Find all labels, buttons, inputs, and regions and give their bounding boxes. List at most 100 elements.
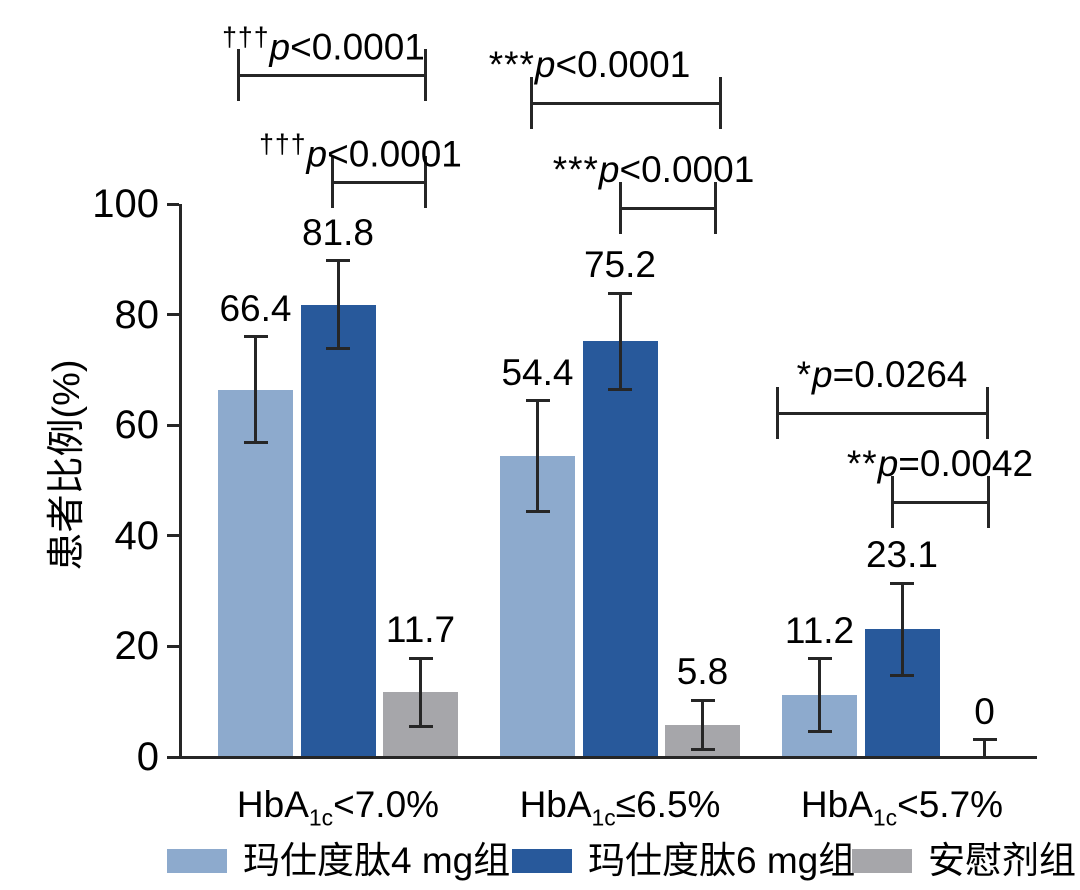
significance-bracket-cap xyxy=(718,77,722,129)
p-symbol: p xyxy=(598,149,620,190)
error-bar xyxy=(618,293,622,390)
error-bar xyxy=(900,583,904,676)
error-bar-cap-bottom xyxy=(608,387,632,391)
bar-玛仕度肽6 mg组-1 xyxy=(582,341,658,757)
error-bar-cap-top xyxy=(807,657,832,661)
value-label: 81.8 xyxy=(301,211,374,253)
y-tick xyxy=(167,534,179,538)
significance-bracket-cap xyxy=(985,387,989,439)
value-label: 0 xyxy=(974,690,995,732)
value-label: 23.1 xyxy=(865,534,938,576)
significance-marker: ††† xyxy=(222,22,270,52)
y-tick xyxy=(167,755,179,759)
significance-label: ***p<0.0001 xyxy=(488,44,691,85)
significance-bracket-cap xyxy=(986,476,990,528)
error-bar-cap-top xyxy=(972,738,997,742)
p-symbol: p xyxy=(812,354,833,395)
significance-bracket-cap xyxy=(423,49,427,101)
significance-label: †††p<0.0001 xyxy=(222,22,425,68)
significance-bracket xyxy=(332,180,425,184)
legend-swatch xyxy=(512,849,572,873)
significance-label: *p=0.0264 xyxy=(796,354,968,395)
significance-bracket-cap xyxy=(423,156,427,208)
p-symbol: p xyxy=(534,44,556,85)
error-bar-cap-bottom xyxy=(690,748,715,752)
legend-label: 玛仕度肽4 mg组 xyxy=(243,840,511,881)
value-label: 66.4 xyxy=(219,287,292,329)
legend-label: 玛仕度肽6 mg组 xyxy=(588,840,856,881)
x-category-subscript: 1c xyxy=(591,804,616,831)
error-bar xyxy=(983,739,986,757)
p-symbol: p xyxy=(306,133,328,175)
significance-bracket xyxy=(531,101,720,105)
value-label: 54.4 xyxy=(501,351,574,393)
significance-label: †††p<0.0001 xyxy=(259,129,462,175)
x-category-label: HbA1c<5.7% xyxy=(800,784,1004,831)
error-bar-cap-top xyxy=(890,581,914,585)
bar-玛仕度肽4 mg组-0 xyxy=(218,389,293,757)
y-tick-label: 80 xyxy=(114,292,160,337)
error-bar xyxy=(701,700,704,750)
significance-label: **p=0.0042 xyxy=(846,443,1034,484)
error-bar-cap-bottom xyxy=(807,730,832,734)
y-tick-label: 0 xyxy=(136,735,159,779)
y-axis-title: 患者比例(%) xyxy=(46,359,88,571)
y-tick xyxy=(167,423,179,427)
bar-玛仕度肽6 mg组-0 xyxy=(300,304,376,757)
y-tick xyxy=(167,644,179,648)
y-tick-label: 100 xyxy=(92,182,159,226)
y-tick-label: 20 xyxy=(114,624,160,669)
value-label: 11.2 xyxy=(784,609,855,651)
y-tick-label: 40 xyxy=(114,513,160,558)
y-axis-line xyxy=(179,204,182,759)
error-bar-cap-bottom xyxy=(408,725,433,729)
significance-bracket-cap xyxy=(330,156,334,208)
error-bar xyxy=(336,260,340,349)
x-category-label: HbA1c≤6.5% xyxy=(519,784,721,831)
significance-bracket-cap xyxy=(775,387,779,439)
error-bar-cap-bottom xyxy=(525,509,550,513)
error-bar-cap-top xyxy=(243,335,268,339)
value-label: 11.7 xyxy=(385,609,456,650)
error-bar-cap-top xyxy=(326,259,350,263)
x-axis-line xyxy=(179,755,1037,759)
significance-marker: *** xyxy=(552,149,599,190)
x-category-label: HbA1c<7.0% xyxy=(236,784,440,831)
significance-bracket-cap xyxy=(618,182,622,234)
p-symbol: p xyxy=(877,443,899,484)
value-label: 5.8 xyxy=(676,651,729,693)
error-bar-cap-bottom xyxy=(326,346,350,350)
significance-marker: ††† xyxy=(259,129,307,159)
legend-swatch xyxy=(167,849,227,873)
significance-bracket xyxy=(620,206,715,210)
significance-bracket-cap xyxy=(890,476,894,528)
y-tick xyxy=(167,313,179,317)
y-tick-label: 60 xyxy=(114,403,160,448)
error-bar-cap-top xyxy=(690,698,715,702)
y-tick xyxy=(167,202,179,206)
error-bar xyxy=(818,658,821,732)
significance-bracket-cap xyxy=(529,77,533,129)
significance-bracket xyxy=(238,73,425,77)
significance-marker: ** xyxy=(846,443,878,484)
significance-bracket-cap xyxy=(236,49,240,101)
error-bar xyxy=(536,400,539,512)
significance-bracket xyxy=(892,500,988,504)
significance-bracket-cap xyxy=(713,182,717,234)
error-bar xyxy=(254,336,257,443)
error-bar-cap-top xyxy=(525,399,550,403)
error-bar-cap-bottom xyxy=(890,673,914,677)
x-category-subscript: 1c xyxy=(872,804,898,831)
error-bar-cap-bottom xyxy=(243,441,268,445)
significance-bracket xyxy=(777,411,987,415)
error-bar-cap-top xyxy=(408,656,433,660)
legend-label: 安慰剂组 xyxy=(928,840,1076,881)
significance-label: ***p<0.0001 xyxy=(552,149,755,190)
p-symbol: p xyxy=(269,26,291,68)
significance-marker: *** xyxy=(488,44,535,85)
error-bar-cap-top xyxy=(608,291,632,295)
legend-swatch xyxy=(852,849,912,873)
value-label: 75.2 xyxy=(583,244,656,286)
significance-marker: * xyxy=(796,354,813,395)
